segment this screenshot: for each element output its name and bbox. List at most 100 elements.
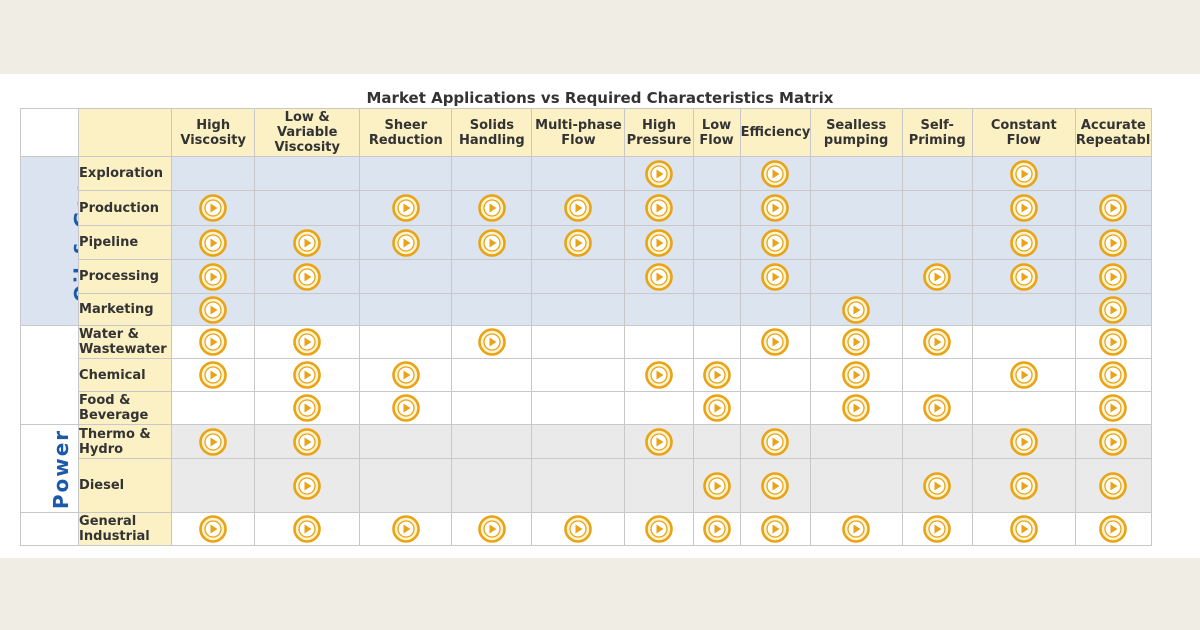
column-header: Solids Handling [451,108,533,157]
play-circle-icon [842,361,870,389]
play-circle-icon [761,194,789,222]
matrix-cell [739,325,811,359]
page-title: Market Applications vs Required Characte… [366,89,834,107]
matrix-cell [971,512,1076,546]
play-circle-icon [293,361,322,389]
matrix-cell [359,512,453,546]
matrix-cell [171,358,256,392]
play-circle-icon [478,515,506,543]
play-circle-icon [293,471,322,500]
play-circle-icon [199,194,227,222]
matrix-cell [254,293,361,326]
matrix-cell [809,458,903,513]
matrix-cell [901,293,973,326]
matrix-cell [739,259,811,294]
matrix-cell [531,293,626,326]
matrix-cell [809,424,903,459]
matrix-cell [901,512,973,546]
play-circle-icon [199,295,227,324]
column-header: Efficiency [739,108,811,157]
play-circle-icon [199,361,227,389]
matrix-cell [531,458,626,513]
row-label: Marketing [78,293,173,326]
table-row: Marketing [21,293,1153,326]
matrix-cell [692,391,741,425]
matrix-cell [171,190,256,226]
matrix-cell [254,259,361,294]
matrix-cell [451,156,533,191]
matrix-cell [624,190,694,226]
play-circle-icon [199,328,227,356]
play-circle-icon [391,228,420,257]
matrix-cell [692,325,741,359]
play-circle-icon [564,228,593,257]
matrix-cell [971,293,1076,326]
row-header-corner [78,108,173,157]
matrix-cell [1074,512,1153,546]
matrix-cell [1074,225,1153,260]
matrix-cell [692,190,741,226]
matrix-cell [531,325,626,359]
play-circle-icon [645,159,673,188]
matrix-cell [254,358,361,392]
play-circle-icon [478,228,506,257]
play-circle-icon [842,328,870,356]
column-header: Sealless pumping [809,108,903,157]
sector-cell: Oil & Gas [19,156,80,326]
column-header: Sheer Reduction [359,108,453,157]
matrix-cell [531,259,626,294]
play-circle-icon [391,394,420,422]
play-circle-icon [1009,427,1038,456]
matrix-cell [171,458,256,513]
column-header: High Viscosity [171,108,256,157]
play-circle-icon [761,328,789,356]
play-circle-icon [842,295,870,324]
sector-label: Power [49,428,74,509]
play-circle-icon [1099,515,1128,543]
matrix-cell [359,225,453,260]
matrix-cell [359,391,453,425]
matrix-cell [359,293,453,326]
matrix-cell [739,358,811,392]
column-header: Accurate Repeatable [1074,108,1153,157]
play-circle-icon [199,427,227,456]
play-circle-icon [702,394,731,422]
corner-cell [19,108,80,157]
matrix-cell [171,156,256,191]
table-row: Power Thermo & Hydro [19,424,1153,513]
matrix-cell [971,156,1076,191]
play-circle-icon [1099,228,1128,257]
play-circle-icon [1099,328,1128,356]
matrix-cell [901,325,973,359]
play-circle-icon [645,228,673,257]
play-circle-icon [478,328,506,356]
row-label: Exploration [78,156,173,191]
play-circle-icon [923,262,952,291]
matrix-cell [451,358,533,392]
matrix-cell [531,424,626,459]
matrix-cell [451,391,533,425]
matrix-cell [1074,391,1153,425]
matrix-cell [624,293,694,326]
matrix-cell [1074,156,1153,191]
play-circle-icon [702,361,731,389]
row-label: General Industrial [78,512,173,546]
matrix-cell [359,190,453,226]
column-header: Low & Variable Viscosity [254,108,361,157]
matrix-cell [254,458,361,513]
play-circle-icon [1009,262,1038,291]
matrix-cell [901,358,973,392]
row-label: Chemical [78,358,173,392]
play-circle-icon [923,515,952,543]
matrix-cell [809,293,903,326]
play-circle-icon [199,228,227,257]
play-circle-icon [199,262,227,291]
row-label: Thermo & Hydro [78,424,173,459]
matrix-cell [971,391,1076,425]
table-row: Chemical [21,358,1153,392]
matrix-cell [624,512,694,546]
matrix-cell [971,225,1076,260]
play-circle-icon [1099,427,1128,456]
matrix-cell [531,391,626,425]
